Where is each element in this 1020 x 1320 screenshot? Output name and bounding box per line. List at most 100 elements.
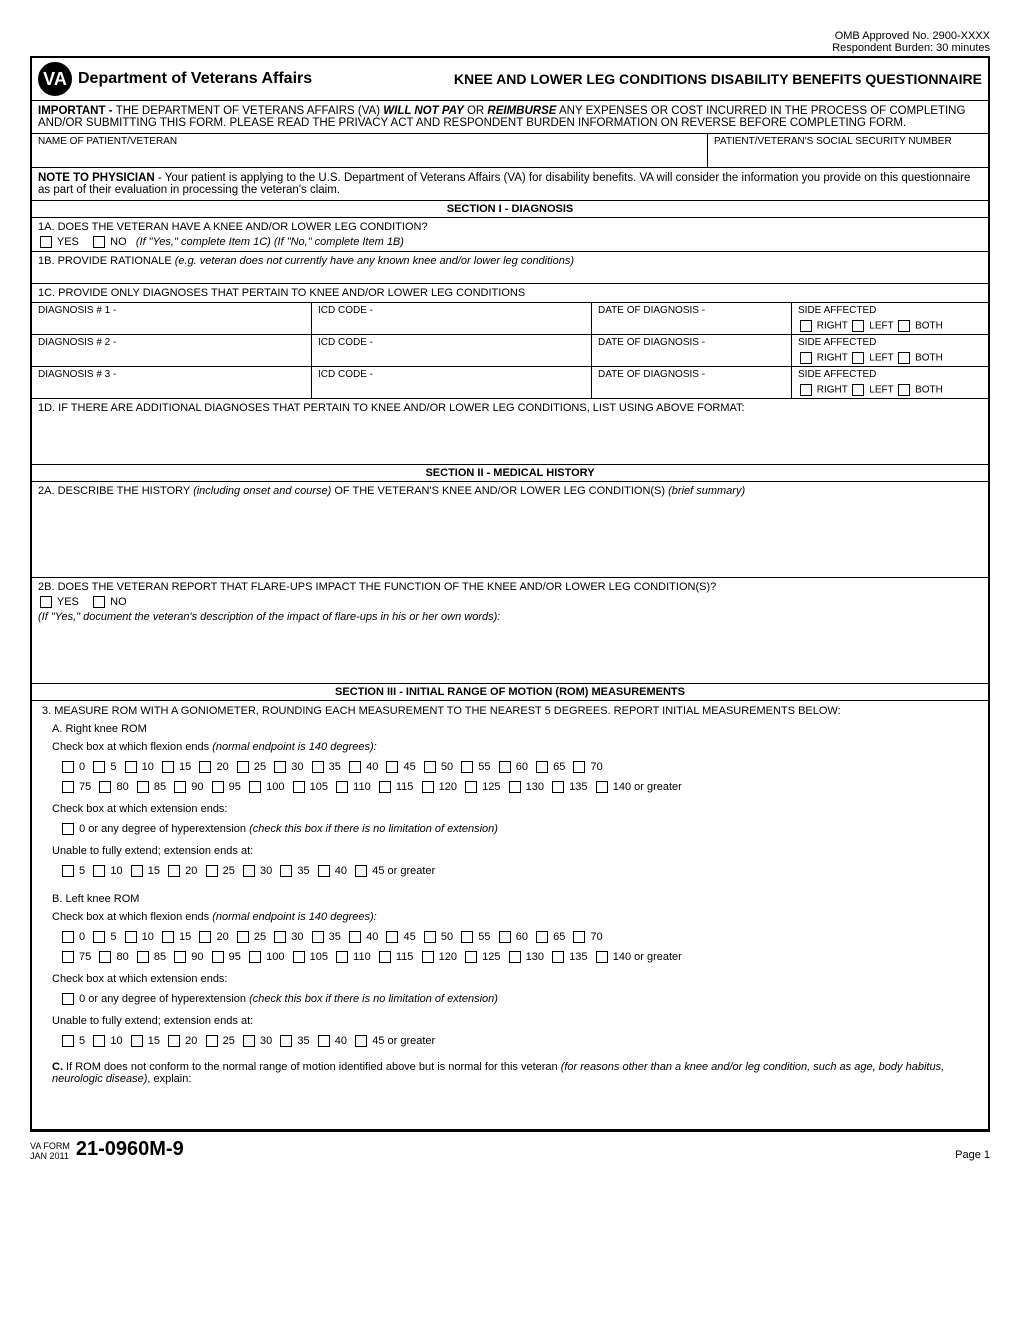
- q1a-no-checkbox[interactable]: [93, 236, 105, 248]
- right-flex-cb-105[interactable]: [293, 781, 305, 793]
- date-1-field[interactable]: DATE OF DIAGNOSIS -: [592, 303, 792, 334]
- left-flex-cb-90[interactable]: [174, 951, 186, 963]
- side-1-left-checkbox[interactable]: [852, 320, 864, 332]
- diagnosis-2-field[interactable]: DIAGNOSIS # 2 -: [32, 335, 312, 366]
- right-ext-cb-15[interactable]: [131, 865, 143, 877]
- left-flex-cb-80[interactable]: [99, 951, 111, 963]
- right-flex-cb-35[interactable]: [312, 761, 324, 773]
- left-hyper-checkbox[interactable]: [62, 993, 74, 1005]
- right-flex-cb-95[interactable]: [212, 781, 224, 793]
- side-1-both-checkbox[interactable]: [898, 320, 910, 332]
- left-ext-cb-40[interactable]: [318, 1035, 330, 1047]
- right-flex-cb-140 or greater[interactable]: [596, 781, 608, 793]
- right-flex-cb-45[interactable]: [386, 761, 398, 773]
- left-flex-cb-75[interactable]: [62, 951, 74, 963]
- left-flex-cb-15[interactable]: [162, 931, 174, 943]
- side-1-right-checkbox[interactable]: [800, 320, 812, 332]
- right-flex-cb-10[interactable]: [125, 761, 137, 773]
- right-ext-cb-20[interactable]: [168, 865, 180, 877]
- side-2-both-checkbox[interactable]: [898, 352, 910, 364]
- right-flex-cb-85[interactable]: [137, 781, 149, 793]
- left-flex-cb-30[interactable]: [274, 931, 286, 943]
- right-ext-cb-35[interactable]: [280, 865, 292, 877]
- left-flex-cb-20[interactable]: [199, 931, 211, 943]
- right-flex-cb-30[interactable]: [274, 761, 286, 773]
- right-flex-cb-15[interactable]: [162, 761, 174, 773]
- right-flex-cb-25[interactable]: [237, 761, 249, 773]
- right-ext-cb-25[interactable]: [206, 865, 218, 877]
- left-flex-cb-130[interactable]: [509, 951, 521, 963]
- left-flex-cb-140 or greater[interactable]: [596, 951, 608, 963]
- left-flex-cb-40[interactable]: [349, 931, 361, 943]
- left-ext-cb-25[interactable]: [206, 1035, 218, 1047]
- right-flex-cb-90[interactable]: [174, 781, 186, 793]
- side-3-right-checkbox[interactable]: [800, 384, 812, 396]
- right-flex-cb-115[interactable]: [379, 781, 391, 793]
- left-flex-cb-100[interactable]: [249, 951, 261, 963]
- right-flex-cb-5[interactable]: [93, 761, 105, 773]
- left-flex-cb-5[interactable]: [93, 931, 105, 943]
- date-3-field[interactable]: DATE OF DIAGNOSIS -: [592, 367, 792, 398]
- q2a-row[interactable]: 2A. DESCRIBE THE HISTORY (including onse…: [32, 482, 988, 578]
- right-flex-cb-0[interactable]: [62, 761, 74, 773]
- right-flex-cb-120[interactable]: [422, 781, 434, 793]
- right-ext-cb-10[interactable]: [93, 865, 105, 877]
- left-flex-cb-105[interactable]: [293, 951, 305, 963]
- left-ext-cb-45 or greater[interactable]: [355, 1035, 367, 1047]
- icd-3-field[interactable]: ICD CODE -: [312, 367, 592, 398]
- left-flex-cb-135[interactable]: [552, 951, 564, 963]
- right-flex-cb-70[interactable]: [573, 761, 585, 773]
- side-3-left-checkbox[interactable]: [852, 384, 864, 396]
- right-ext-cb-40[interactable]: [318, 865, 330, 877]
- left-flex-cb-45[interactable]: [386, 931, 398, 943]
- left-ext-cb-20[interactable]: [168, 1035, 180, 1047]
- side-2-right-checkbox[interactable]: [800, 352, 812, 364]
- side-2-left-checkbox[interactable]: [852, 352, 864, 364]
- left-flex-cb-55[interactable]: [461, 931, 473, 943]
- date-2-field[interactable]: DATE OF DIAGNOSIS -: [592, 335, 792, 366]
- right-flex-cb-40[interactable]: [349, 761, 361, 773]
- left-flex-cb-115[interactable]: [379, 951, 391, 963]
- right-flex-cb-100[interactable]: [249, 781, 261, 793]
- right-flex-cb-50[interactable]: [424, 761, 436, 773]
- left-flex-cb-25[interactable]: [237, 931, 249, 943]
- left-flex-cb-35[interactable]: [312, 931, 324, 943]
- left-ext-cb-5[interactable]: [62, 1035, 74, 1047]
- q1b-row[interactable]: 1B. PROVIDE RATIONALE (e.g. veteran does…: [32, 252, 988, 284]
- right-flex-cb-130[interactable]: [509, 781, 521, 793]
- right-flex-cb-65[interactable]: [536, 761, 548, 773]
- icd-1-field[interactable]: ICD CODE -: [312, 303, 592, 334]
- left-flex-cb-0[interactable]: [62, 931, 74, 943]
- diagnosis-3-field[interactable]: DIAGNOSIS # 3 -: [32, 367, 312, 398]
- right-flex-cb-80[interactable]: [99, 781, 111, 793]
- left-flex-cb-95[interactable]: [212, 951, 224, 963]
- left-flex-cb-60[interactable]: [499, 931, 511, 943]
- diagnosis-1-field[interactable]: DIAGNOSIS # 1 -: [32, 303, 312, 334]
- right-flex-cb-20[interactable]: [199, 761, 211, 773]
- left-flex-cb-10[interactable]: [125, 931, 137, 943]
- rom-c-row[interactable]: C. If ROM does not conform to the normal…: [52, 1061, 978, 1085]
- right-ext-cb-45 or greater[interactable]: [355, 865, 367, 877]
- left-flex-cb-85[interactable]: [137, 951, 149, 963]
- right-ext-cb-5[interactable]: [62, 865, 74, 877]
- right-ext-cb-30[interactable]: [243, 865, 255, 877]
- left-flex-cb-65[interactable]: [536, 931, 548, 943]
- left-ext-cb-35[interactable]: [280, 1035, 292, 1047]
- left-ext-cb-10[interactable]: [93, 1035, 105, 1047]
- icd-2-field[interactable]: ICD CODE -: [312, 335, 592, 366]
- left-flex-cb-110[interactable]: [336, 951, 348, 963]
- right-flex-cb-110[interactable]: [336, 781, 348, 793]
- right-flex-cb-125[interactable]: [465, 781, 477, 793]
- left-flex-cb-50[interactable]: [424, 931, 436, 943]
- left-flex-cb-125[interactable]: [465, 951, 477, 963]
- left-flex-cb-120[interactable]: [422, 951, 434, 963]
- patient-name-field[interactable]: NAME OF PATIENT/VETERAN: [32, 134, 708, 167]
- side-3-both-checkbox[interactable]: [898, 384, 910, 396]
- left-ext-cb-15[interactable]: [131, 1035, 143, 1047]
- right-flex-cb-135[interactable]: [552, 781, 564, 793]
- ssn-field[interactable]: PATIENT/VETERAN'S SOCIAL SECURITY NUMBER: [708, 134, 988, 167]
- left-flex-cb-70[interactable]: [573, 931, 585, 943]
- q2b-yes-checkbox[interactable]: [40, 596, 52, 608]
- left-ext-cb-30[interactable]: [243, 1035, 255, 1047]
- q1d-row[interactable]: 1D. IF THERE ARE ADDITIONAL DIAGNOSES TH…: [32, 399, 988, 465]
